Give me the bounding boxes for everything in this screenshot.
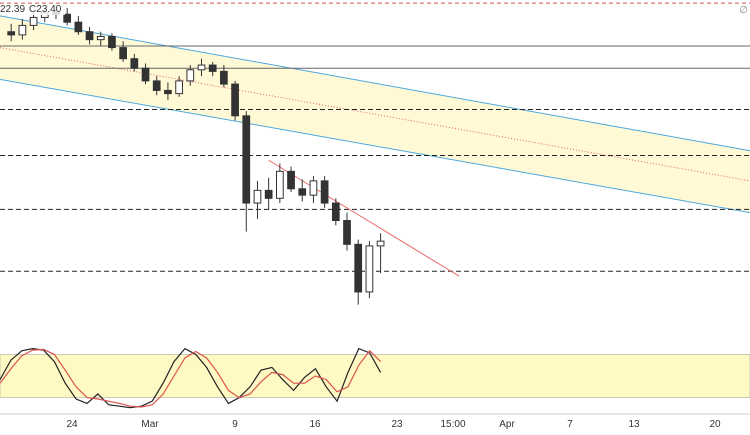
candle: [119, 41, 127, 62]
candle-body: [63, 13, 72, 23]
x-tick-label: 9: [232, 419, 238, 430]
candle: [320, 176, 329, 208]
candle-body: [175, 80, 183, 95]
candle: [331, 198, 340, 226]
candle: [164, 82, 172, 100]
descending-trendline: [268, 159, 460, 277]
x-tick-label: 7: [567, 419, 573, 430]
ohlc-low-value: 22.39: [0, 4, 26, 15]
x-tick-label: 15:00: [440, 419, 465, 430]
candle: [186, 65, 195, 86]
stochastic-k-line: [0, 347, 382, 409]
candle: [275, 163, 284, 204]
candle: [253, 180, 262, 219]
candle-body: [96, 35, 105, 41]
channel-midline: [0, 47, 750, 182]
stochastic-band: [0, 354, 750, 398]
candle-body: [287, 170, 295, 190]
candle-body: [141, 67, 150, 82]
candle-body: [197, 64, 206, 71]
candle: [365, 241, 374, 299]
ohlc-label: 22.39 C23.40: [0, 4, 66, 15]
stochastic-d-line: [0, 348, 382, 408]
candle: [85, 26, 94, 45]
candles-layer: [7, 4, 385, 305]
x-tick-label: Apr: [499, 419, 515, 430]
candle-body: [331, 202, 340, 222]
candle: [152, 76, 161, 96]
candle-body: [298, 188, 307, 196]
candle-body: [376, 240, 385, 247]
candle-body: [231, 83, 239, 117]
candle: [376, 233, 385, 274]
candle: [231, 80, 239, 121]
candle: [264, 177, 273, 210]
channel-layer: [0, 15, 750, 214]
candle: [175, 76, 183, 97]
candle: [309, 176, 318, 204]
candle-body: [108, 35, 116, 49]
candle-body: [152, 80, 161, 91]
candle: [354, 239, 363, 305]
candle-body: [74, 21, 83, 33]
candle-body: [85, 31, 94, 41]
candle-body: [320, 180, 329, 204]
candle: [130, 53, 139, 72]
ohlc-close-value: C23.40: [29, 4, 62, 15]
candle: [63, 7, 72, 26]
corner-glyph[interactable]: ∅: [739, 5, 748, 16]
candle: [220, 65, 228, 88]
candle-body: [309, 180, 318, 196]
candle: [343, 212, 351, 251]
candle-body: [253, 189, 262, 204]
candle-body: [220, 70, 228, 85]
x-tick-label: 13: [628, 419, 640, 430]
candle-body: [18, 24, 27, 36]
candle: [197, 58, 206, 77]
candle-body: [242, 115, 251, 204]
candle-body: [186, 69, 195, 82]
candle-body: [208, 64, 217, 72]
candle: [287, 166, 295, 192]
candle-body: [365, 245, 374, 293]
x-tick-label: 20: [709, 419, 721, 430]
candle-body: [130, 58, 139, 69]
candle-body: [264, 189, 273, 199]
x-tick-label: 23: [391, 419, 403, 430]
stochastic-layer: [0, 347, 750, 409]
candle: [7, 23, 16, 42]
candle: [96, 31, 105, 47]
channel-lower-line: [0, 78, 750, 214]
candle-body: [343, 220, 351, 245]
candle-body: [7, 31, 16, 36]
candle-body: [29, 16, 38, 26]
candle: [29, 12, 38, 31]
candle-body: [164, 89, 172, 95]
candle: [141, 63, 150, 85]
x-tick-label: 16: [309, 419, 321, 430]
trendline-layer: [268, 159, 460, 277]
candle: [108, 33, 116, 51]
channel-fill: [0, 15, 750, 213]
candle: [18, 19, 27, 40]
time-axis-layer: 24 Mar 9 16 23 15:00 Apr 7 13 20: [0, 413, 750, 430]
channel-upper-line: [0, 15, 750, 152]
x-tick-label: 24: [66, 419, 78, 430]
horizontal-levels-layer: [0, 2, 750, 272]
candle: [208, 61, 217, 77]
candle-body: [275, 170, 284, 199]
candle: [74, 15, 83, 35]
candle-body: [119, 47, 127, 60]
candle-body: [354, 243, 363, 293]
candle: [298, 179, 307, 202]
candle: [242, 111, 251, 232]
x-tick-label: Mar: [141, 419, 159, 430]
